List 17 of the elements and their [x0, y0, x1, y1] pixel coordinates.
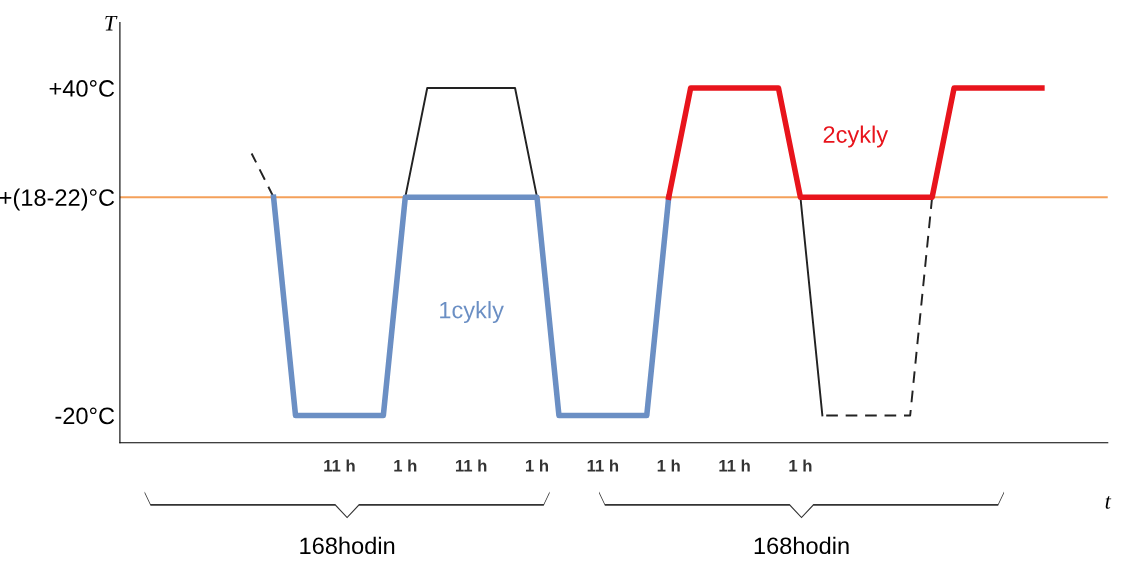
y-tick-label: -20°C [55, 407, 115, 425]
x-tick-label: 11 h [455, 459, 487, 472]
x-tick-label: 1 h [394, 459, 417, 472]
x-tick-label: 11 h [719, 459, 750, 472]
x-tick-label: 1 h [789, 459, 812, 472]
x-tick-label: 11 h [324, 459, 355, 472]
x-tick-label: 11 h [587, 459, 619, 472]
y-tick-label: +40°C [49, 80, 115, 97]
text: 168hodin [754, 536, 849, 555]
text: 168hodin [300, 536, 395, 555]
series-label: 2cykly [823, 125, 889, 148]
x-tick-label: 1 h [526, 459, 548, 472]
y-axis-title: T [105, 15, 118, 31]
x-tick-label: 1 h [657, 459, 680, 472]
y-tick-label: +(18-22)°C [0, 188, 115, 211]
x-axis-title: t [1105, 496, 1112, 509]
series-label: 1cykly [440, 301, 504, 324]
